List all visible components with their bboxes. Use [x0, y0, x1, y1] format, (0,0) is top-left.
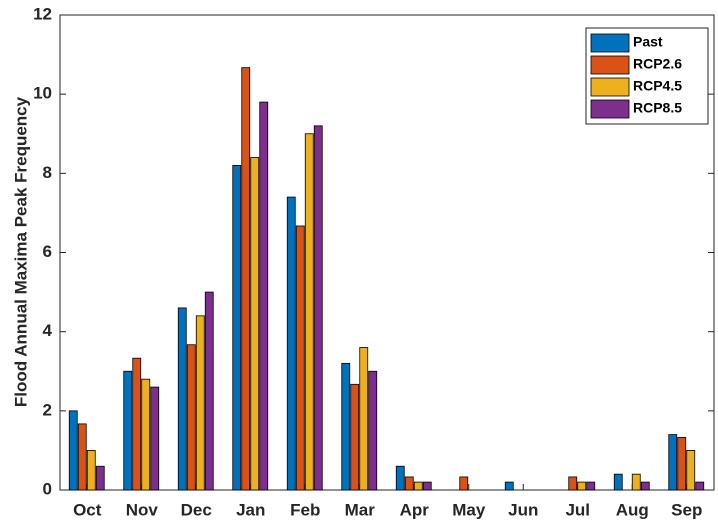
bar [150, 386, 160, 491]
bar [141, 378, 151, 491]
bar [177, 307, 187, 491]
x-tick-label: Nov [126, 500, 159, 519]
y-tick-label: 6 [43, 242, 52, 261]
legend-swatch [590, 99, 630, 119]
bar [686, 450, 696, 491]
bar [368, 370, 378, 491]
bar [413, 481, 423, 491]
bar [132, 357, 142, 491]
bar [313, 125, 323, 491]
bar [577, 481, 587, 491]
bar [186, 344, 196, 491]
legend: Past RCP2.6 RCP4.5 RCP8.5 [585, 27, 709, 125]
x-tick-label: May [452, 500, 486, 519]
x-tick-label: Dec [181, 500, 212, 519]
x-tick-label: Feb [290, 500, 320, 519]
bar [204, 291, 214, 491]
bar [359, 347, 369, 491]
bar [232, 165, 242, 491]
legend-swatch [590, 77, 630, 97]
bar [459, 476, 469, 491]
bar [613, 473, 623, 491]
bar [86, 450, 96, 491]
bar [422, 481, 432, 491]
x-tick-label: Aug [616, 500, 649, 519]
x-tick-label: Oct [73, 500, 102, 519]
legend-label: Past [633, 34, 663, 50]
y-axis-label: Flood Annual Maxima Peak Frequency [11, 96, 30, 407]
x-tick-label: Apr [400, 500, 430, 519]
y-tick-label: 10 [33, 84, 52, 103]
bar [95, 465, 105, 491]
bar [295, 225, 305, 491]
y-tick-label: 2 [43, 400, 52, 419]
bar [68, 410, 78, 491]
bar [341, 362, 351, 491]
bar [241, 67, 251, 491]
legend-label: RCP2.6 [633, 56, 682, 72]
bar [259, 101, 269, 491]
bar [631, 473, 641, 491]
y-tick-label: 8 [43, 163, 52, 182]
bar [568, 476, 578, 491]
x-tick-label: Sep [671, 500, 702, 519]
bar [504, 481, 514, 491]
x-tick-label: Mar [345, 500, 376, 519]
y-tick-label: 4 [43, 321, 53, 340]
legend-label: RCP4.5 [633, 78, 682, 94]
x-tick-label: Jan [236, 500, 265, 519]
legend-swatch [590, 55, 630, 75]
x-tick-label: Jun [508, 500, 538, 519]
bar [304, 133, 314, 491]
bar [77, 423, 87, 491]
bar [123, 370, 133, 491]
x-tick-label: Jul [565, 500, 590, 519]
bar [586, 481, 596, 491]
bar [668, 434, 678, 491]
bar [350, 383, 360, 491]
bar [395, 465, 405, 491]
bar [640, 481, 650, 491]
bar [677, 436, 687, 491]
legend-swatch [590, 33, 630, 53]
legend-label: RCP8.5 [633, 100, 682, 116]
bar [250, 157, 260, 491]
bar [404, 476, 414, 491]
bar [286, 196, 296, 491]
y-tick-label: 0 [43, 479, 52, 498]
bar [695, 481, 705, 491]
y-tick-label: 12 [33, 4, 52, 23]
bar [195, 315, 205, 491]
